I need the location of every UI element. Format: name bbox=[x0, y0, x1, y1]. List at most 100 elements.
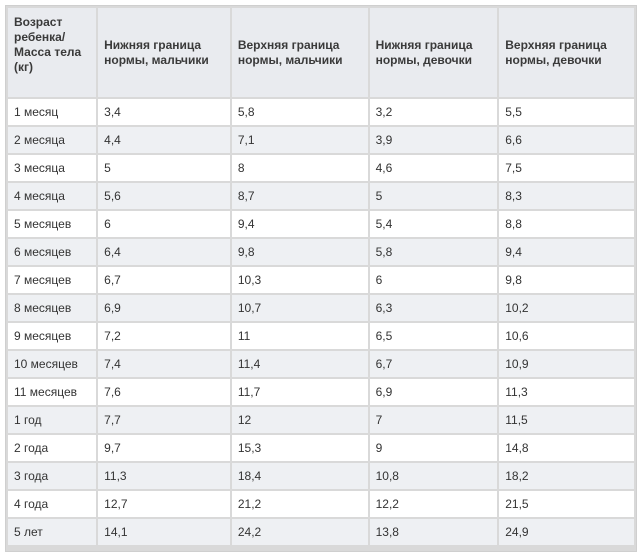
cell-upper-girls: 5,5 bbox=[499, 99, 634, 125]
cell-upper-girls: 9,4 bbox=[499, 239, 634, 265]
cell-lower-girls: 5,8 bbox=[369, 239, 498, 265]
cell-upper-boys: 15,3 bbox=[231, 435, 368, 461]
weight-norms-table: Возраст ребенка/ Масса тела (кг) Нижняя … bbox=[6, 6, 636, 547]
cell-age: 2 месяца bbox=[8, 127, 97, 153]
cell-lower-boys: 9,7 bbox=[98, 435, 230, 461]
cell-upper-girls: 6,6 bbox=[499, 127, 634, 153]
table-row: 3 месяца 5 8 4,6 7,5 bbox=[8, 155, 634, 181]
cell-upper-boys: 21,2 bbox=[231, 491, 368, 517]
cell-upper-boys: 11,7 bbox=[231, 379, 368, 405]
cell-upper-girls: 21,5 bbox=[499, 491, 634, 517]
cell-lower-girls: 5 bbox=[369, 183, 498, 209]
cell-upper-boys: 8,7 bbox=[231, 183, 368, 209]
cell-upper-boys: 12 bbox=[231, 407, 368, 433]
header-upper-girls: Верхняя граница нормы, девочки bbox=[499, 8, 634, 97]
table-row: 4 месяца 5,6 8,7 5 8,3 bbox=[8, 183, 634, 209]
cell-upper-boys: 18,4 bbox=[231, 463, 368, 489]
cell-upper-girls: 14,8 bbox=[499, 435, 634, 461]
header-upper-boys: Верхняя граница нормы, мальчики bbox=[231, 8, 368, 97]
cell-age: 11 месяцев bbox=[8, 379, 97, 405]
cell-upper-girls: 8,8 bbox=[499, 211, 634, 237]
cell-upper-girls: 11,5 bbox=[499, 407, 634, 433]
cell-lower-boys: 6 bbox=[98, 211, 230, 237]
cell-age: 3 года bbox=[8, 463, 97, 489]
cell-age: 1 год bbox=[8, 407, 97, 433]
table-header-row: Возраст ребенка/ Масса тела (кг) Нижняя … bbox=[8, 8, 634, 97]
table-row: 1 месяц 3,4 5,8 3,2 5,5 bbox=[8, 99, 634, 125]
cell-lower-boys: 12,7 bbox=[98, 491, 230, 517]
cell-upper-girls: 7,5 bbox=[499, 155, 634, 181]
cell-age: 4 года bbox=[8, 491, 97, 517]
cell-age: 2 года bbox=[8, 435, 97, 461]
table-row: 10 месяцев 7,4 11,4 6,7 10,9 bbox=[8, 351, 634, 377]
cell-lower-boys: 7,6 bbox=[98, 379, 230, 405]
cell-lower-girls: 6,9 bbox=[369, 379, 498, 405]
cell-lower-boys: 14,1 bbox=[98, 519, 230, 545]
cell-age: 1 месяц bbox=[8, 99, 97, 125]
cell-age: 7 месяцев bbox=[8, 267, 97, 293]
cell-age: 5 лет bbox=[8, 519, 97, 545]
cell-lower-girls: 12,2 bbox=[369, 491, 498, 517]
table-row: 3 года 11,3 18,4 10,8 18,2 bbox=[8, 463, 634, 489]
cell-age: 6 месяцев bbox=[8, 239, 97, 265]
cell-lower-girls: 9 bbox=[369, 435, 498, 461]
table-body: 1 месяц 3,4 5,8 3,2 5,5 2 месяца 4,4 7,1 3,9 6,6 3… bbox=[8, 99, 634, 545]
cell-lower-boys: 5 bbox=[98, 155, 230, 181]
table-row: 8 месяцев 6,9 10,7 6,3 10,2 bbox=[8, 295, 634, 321]
cell-upper-girls: 9,8 bbox=[499, 267, 634, 293]
cell-lower-boys: 7,2 bbox=[98, 323, 230, 349]
cell-lower-boys: 7,7 bbox=[98, 407, 230, 433]
cell-lower-boys: 11,3 bbox=[98, 463, 230, 489]
header-lower-girls: Нижняя граница нормы, девочки bbox=[369, 8, 498, 97]
table-row: 2 месяца 4,4 7,1 3,9 6,6 bbox=[8, 127, 634, 153]
cell-age: 10 месяцев bbox=[8, 351, 97, 377]
cell-upper-girls: 10,2 bbox=[499, 295, 634, 321]
cell-upper-girls: 10,6 bbox=[499, 323, 634, 349]
cell-upper-boys: 7,1 bbox=[231, 127, 368, 153]
cell-lower-boys: 4,4 bbox=[98, 127, 230, 153]
cell-upper-girls: 18,2 bbox=[499, 463, 634, 489]
cell-lower-girls: 3,2 bbox=[369, 99, 498, 125]
cell-lower-girls: 3,9 bbox=[369, 127, 498, 153]
cell-upper-girls: 10,9 bbox=[499, 351, 634, 377]
cell-upper-girls: 8,3 bbox=[499, 183, 634, 209]
cell-age: 5 месяцев bbox=[8, 211, 97, 237]
cell-lower-boys: 5,6 bbox=[98, 183, 230, 209]
table-row: 4 года 12,7 21,2 12,2 21,5 bbox=[8, 491, 634, 517]
table-row: 7 месяцев 6,7 10,3 6 9,8 bbox=[8, 267, 634, 293]
cell-lower-girls: 6,3 bbox=[369, 295, 498, 321]
table-row: 9 месяцев 7,2 11 6,5 10,6 bbox=[8, 323, 634, 349]
cell-upper-girls: 24,9 bbox=[499, 519, 634, 545]
cell-lower-boys: 6,9 bbox=[98, 295, 230, 321]
cell-lower-girls: 6 bbox=[369, 267, 498, 293]
cell-lower-girls: 5,4 bbox=[369, 211, 498, 237]
cell-lower-girls: 7 bbox=[369, 407, 498, 433]
table-row: 5 лет 14,1 24,2 13,8 24,9 bbox=[8, 519, 634, 545]
cell-upper-boys: 11 bbox=[231, 323, 368, 349]
cell-lower-girls: 13,8 bbox=[369, 519, 498, 545]
cell-lower-boys: 6,7 bbox=[98, 267, 230, 293]
cell-upper-girls: 11,3 bbox=[499, 379, 634, 405]
table-row: 5 месяцев 6 9,4 5,4 8,8 bbox=[8, 211, 634, 237]
header-age-mass: Возраст ребенка/ Масса тела (кг) bbox=[8, 8, 97, 97]
weight-norms-table-container: Возраст ребенка/ Масса тела (кг) Нижняя … bbox=[5, 5, 637, 552]
cell-age: 4 месяца bbox=[8, 183, 97, 209]
table-row: 6 месяцев 6,4 9,8 5,8 9,4 bbox=[8, 239, 634, 265]
cell-age: 8 месяцев bbox=[8, 295, 97, 321]
cell-lower-girls: 6,5 bbox=[369, 323, 498, 349]
cell-age: 3 месяца bbox=[8, 155, 97, 181]
cell-upper-boys: 10,7 bbox=[231, 295, 368, 321]
cell-upper-boys: 5,8 bbox=[231, 99, 368, 125]
table-row: 11 месяцев 7,6 11,7 6,9 11,3 bbox=[8, 379, 634, 405]
cell-lower-girls: 4,6 bbox=[369, 155, 498, 181]
cell-upper-boys: 9,8 bbox=[231, 239, 368, 265]
cell-lower-girls: 10,8 bbox=[369, 463, 498, 489]
cell-lower-girls: 6,7 bbox=[369, 351, 498, 377]
table-row: 2 года 9,7 15,3 9 14,8 bbox=[8, 435, 634, 461]
cell-lower-boys: 7,4 bbox=[98, 351, 230, 377]
cell-upper-boys: 24,2 bbox=[231, 519, 368, 545]
cell-age: 9 месяцев bbox=[8, 323, 97, 349]
header-lower-boys: Нижняя граница нормы, мальчики bbox=[98, 8, 230, 97]
cell-lower-boys: 6,4 bbox=[98, 239, 230, 265]
cell-upper-boys: 9,4 bbox=[231, 211, 368, 237]
